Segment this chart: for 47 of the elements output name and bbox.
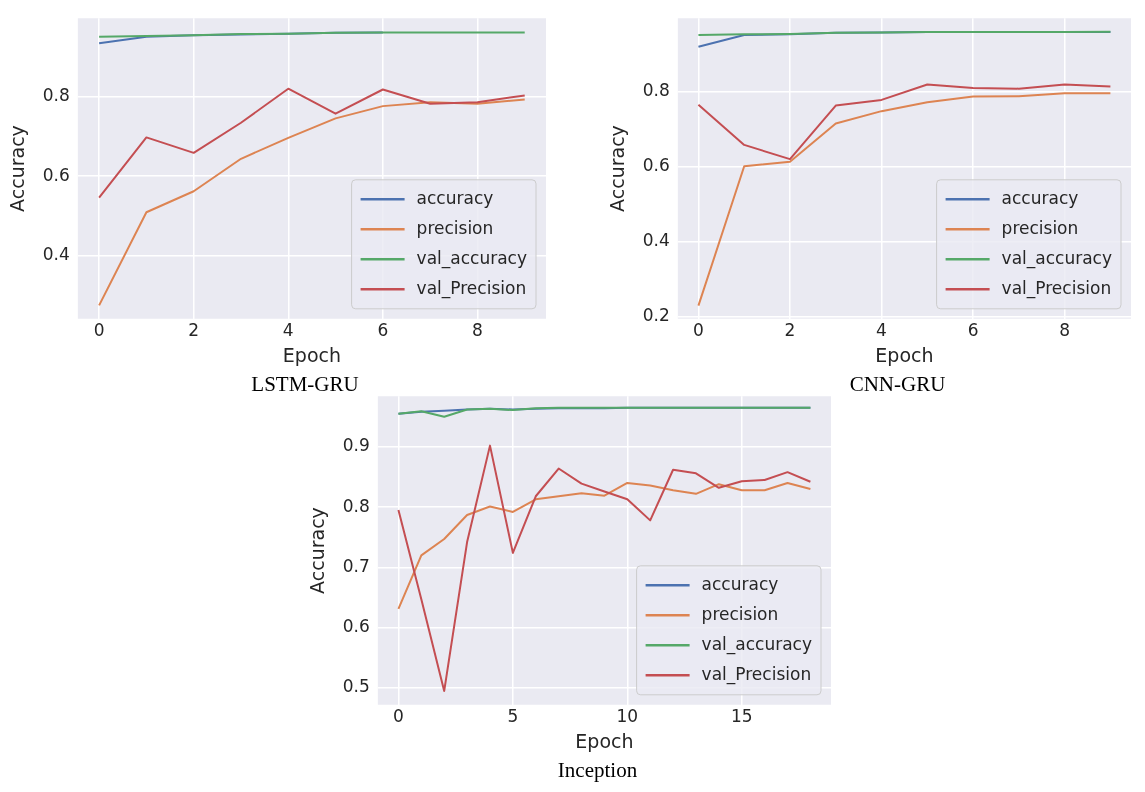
legend-label: val_Precision (416, 277, 527, 299)
legend-label: accuracy (701, 573, 779, 594)
text: Inception (556, 758, 639, 783)
legend-label: val_Precision (701, 663, 812, 685)
x-tick-label: 0 (93, 320, 105, 341)
text: LSTM-GRU (250, 372, 360, 397)
x-axis-title: Epoch (282, 343, 342, 366)
x-tick-label: 6 (377, 320, 389, 341)
legend-label: val_accuracy (416, 247, 528, 269)
x-tick-label: 8 (472, 320, 483, 341)
y-tick-label: 0.8 (342, 495, 370, 516)
legend-label: precision (701, 603, 779, 624)
x-axis-title: Epoch (875, 343, 934, 366)
legend-label: accuracy (416, 187, 494, 208)
y-tick-label: 0.9 (342, 435, 370, 456)
y-tick-label: 0.6 (642, 155, 670, 176)
legend-label: val_accuracy (1001, 247, 1113, 269)
legend-label: precision (416, 217, 494, 238)
y-tick-label: 0.4 (42, 243, 70, 264)
x-tick-label: 4 (876, 320, 887, 341)
x-tick-label: 0 (393, 706, 404, 727)
x-axis-title: Epoch (575, 729, 634, 752)
y-axis-title: Accuracy (306, 507, 329, 594)
x-tick-label: 2 (784, 320, 796, 341)
x-tick-label: 4 (282, 320, 294, 341)
legend-label: precision (1001, 217, 1079, 238)
legend-label: val_Precision (1001, 277, 1112, 299)
x-tick-label: 10 (616, 706, 639, 727)
y-tick-label: 0.8 (42, 85, 70, 106)
x-tick-label: 15 (730, 706, 753, 727)
y-tick-label: 0.6 (42, 164, 70, 185)
legend-label: accuracy (1001, 187, 1079, 208)
x-tick-label: 6 (967, 320, 979, 341)
text: CNN-GRU (848, 372, 947, 397)
y-tick-label: 0.7 (342, 555, 370, 576)
x-tick-label: 5 (507, 706, 519, 727)
y-axis-title: Accuracy (6, 125, 29, 212)
y-tick-label: 0.4 (642, 230, 670, 251)
x-tick-label: 0 (693, 320, 704, 341)
x-tick-label: 2 (188, 320, 200, 341)
x-tick-label: 8 (1059, 320, 1071, 341)
y-tick-label: 0.6 (342, 616, 370, 637)
y-tick-label: 0.2 (642, 305, 670, 326)
legend-label: val_accuracy (701, 633, 813, 655)
y-axis-title: Accuracy (606, 125, 629, 212)
y-tick-label: 0.8 (642, 80, 670, 101)
y-tick-label: 0.5 (342, 676, 370, 697)
